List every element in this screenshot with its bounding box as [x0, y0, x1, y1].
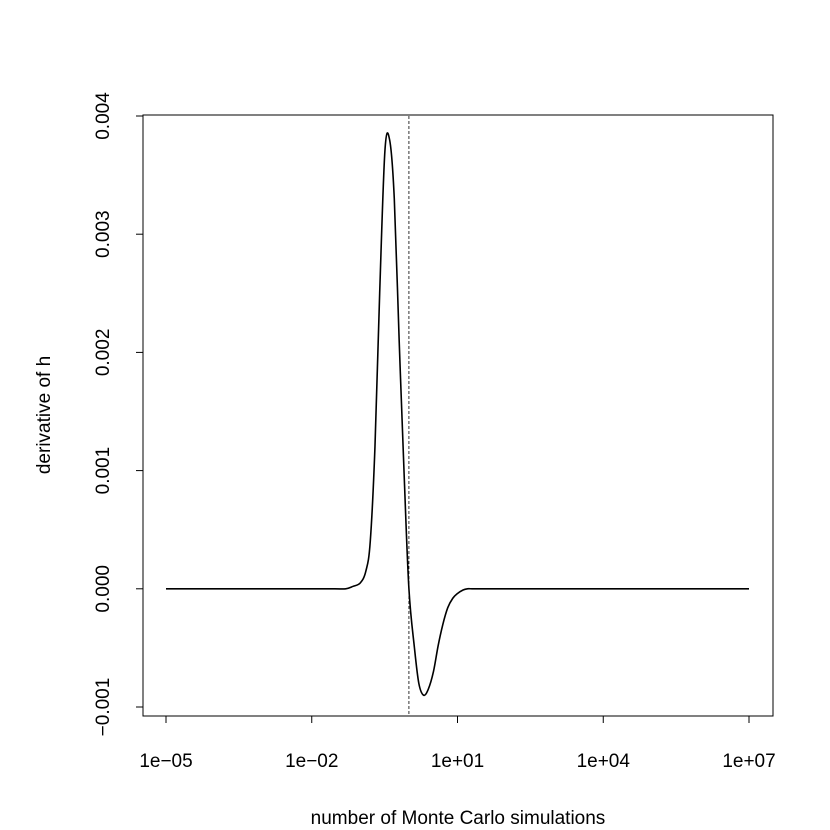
x-tick-label: 1e−02	[285, 751, 338, 772]
y-axis: −0.001 0.000 0.001 0.002 0.003 0.004	[93, 92, 144, 737]
x-tick-label: 1e−05	[139, 751, 192, 772]
x-tick-label: 1e+01	[431, 751, 484, 772]
y-tick-label: 0.000	[93, 565, 114, 613]
plot-frame	[142, 114, 774, 717]
y-tick-label: −0.001	[93, 678, 114, 737]
x-axis-label: number of Monte Carlo simulations	[311, 808, 606, 829]
y-tick-label: 0.004	[93, 92, 114, 140]
plot-marks	[165, 116, 749, 716]
y-axis-label: derivative of h	[34, 356, 55, 474]
x-tick-label: 1e+04	[577, 751, 631, 772]
y-tick-label: 0.001	[93, 447, 114, 495]
y-tick-label: 0.003	[93, 210, 114, 258]
x-axis: 1e−05 1e−02 1e+01 1e+04 1e+07	[139, 715, 776, 772]
series-line	[165, 132, 749, 697]
y-tick-label: 0.002	[93, 329, 114, 377]
x-tick-label: 1e+07	[722, 751, 775, 772]
